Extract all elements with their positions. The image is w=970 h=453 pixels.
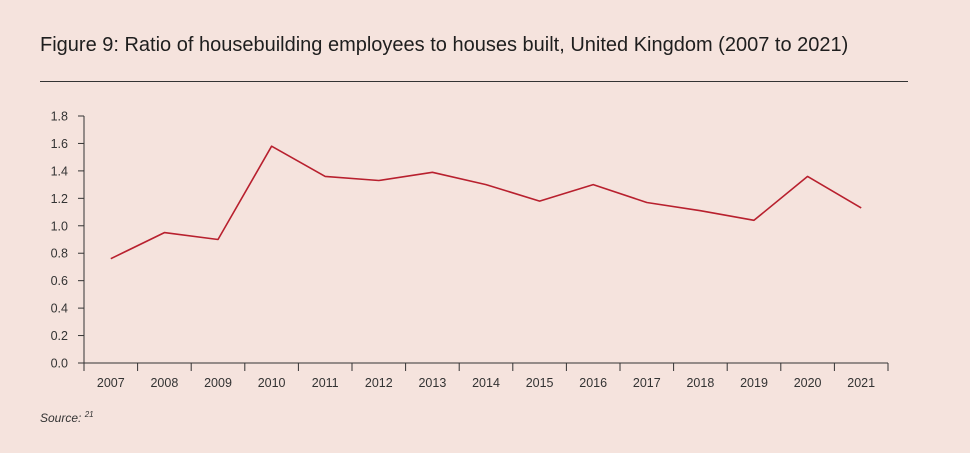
x-tick-label: 2017 bbox=[633, 376, 661, 390]
source-label: Source: bbox=[40, 411, 82, 425]
x-tick-label: 2009 bbox=[204, 376, 232, 390]
source-reference: 21 bbox=[84, 410, 94, 419]
y-tick-label: 0.2 bbox=[51, 329, 68, 343]
source-note: Source: 21 bbox=[40, 410, 94, 425]
x-tick-label: 2020 bbox=[794, 376, 822, 390]
y-tick-label: 0.8 bbox=[51, 247, 68, 261]
y-axis: 0.0 0.2 0.4 0.6 0.8 1.0 1.2 1.4 1.6 1.8 bbox=[51, 110, 85, 371]
title-divider bbox=[40, 81, 908, 82]
y-tick-label: 1.8 bbox=[51, 110, 68, 124]
x-tick-label: 2019 bbox=[740, 376, 768, 390]
series-line bbox=[110, 145, 862, 260]
x-tick-label: 2010 bbox=[258, 376, 286, 390]
y-tick-label: 1.4 bbox=[51, 164, 68, 178]
x-tick-label: 2014 bbox=[472, 376, 500, 390]
y-tick-label: 0.0 bbox=[51, 357, 68, 371]
x-tick-label: 2018 bbox=[686, 376, 714, 390]
x-tick-label: 2008 bbox=[150, 376, 178, 390]
series-group bbox=[110, 145, 862, 260]
y-tick-label: 1.6 bbox=[51, 137, 68, 151]
x-tick-label: 2015 bbox=[526, 376, 554, 390]
x-axis: 2007 2008 2009 2010 2011 2012 2013 2014 2015 2016… bbox=[83, 362, 889, 390]
x-tick-label: 2007 bbox=[97, 376, 125, 390]
x-tick-label: 2012 bbox=[365, 376, 393, 390]
y-tick-label: 1.0 bbox=[51, 219, 68, 233]
y-tick-label: 0.4 bbox=[51, 302, 68, 316]
y-tick-label: 1.2 bbox=[51, 192, 68, 206]
x-tick-label: 2011 bbox=[312, 376, 339, 390]
chart-title: Figure 9: Ratio of housebuilding employe… bbox=[40, 34, 849, 56]
y-tick-label: 0.6 bbox=[51, 274, 68, 288]
x-tick-label: 2016 bbox=[579, 376, 607, 390]
x-tick-label: 2013 bbox=[418, 376, 446, 390]
x-tick-label: 2021 bbox=[847, 376, 875, 390]
